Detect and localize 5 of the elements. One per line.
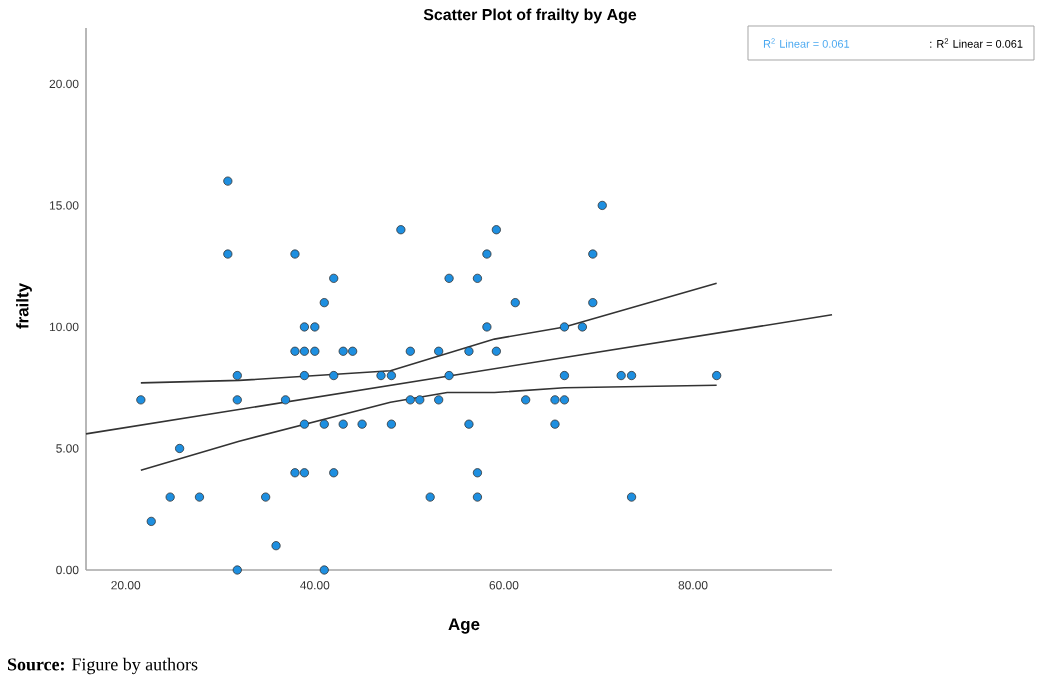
text: Source: Figure by authors [8,657,198,675]
line-series [140,384,718,472]
y-axis-title: frailty [16,283,32,329]
line-series [140,282,718,384]
x-axis-title: Age [448,618,480,634]
